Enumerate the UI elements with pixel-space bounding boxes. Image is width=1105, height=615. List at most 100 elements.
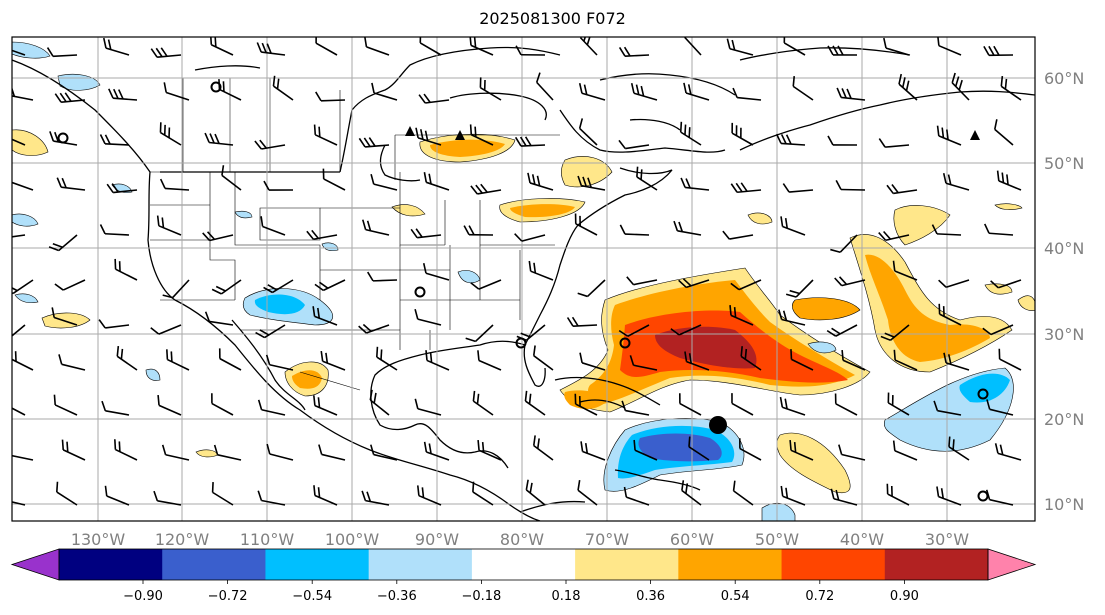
wind-barb xyxy=(369,389,390,416)
wind-barb xyxy=(993,119,1014,146)
wind-barb xyxy=(579,37,598,56)
wind-barb xyxy=(358,137,390,148)
positive-anomaly-region xyxy=(776,432,851,494)
wind-barb xyxy=(202,231,234,242)
wind-barb xyxy=(835,180,866,191)
wind-barb xyxy=(996,170,1022,191)
wind-barb xyxy=(213,444,242,461)
wind-barb xyxy=(688,436,710,461)
wind-barb xyxy=(204,132,234,146)
colorbar-bin xyxy=(59,549,163,580)
colorbar-under-triangle xyxy=(10,548,60,581)
wind-barb xyxy=(375,346,398,371)
latitude-labels: 60°N 50°N 40°N 30°N 20°N 10°N xyxy=(1044,69,1084,514)
longitude-label: 30°W xyxy=(925,530,969,549)
wind-barb xyxy=(477,350,502,371)
wind-barb xyxy=(101,400,130,416)
wind-barb xyxy=(722,230,754,240)
wind-barb xyxy=(789,439,814,461)
map-frame xyxy=(11,36,1036,522)
wind-barb xyxy=(54,279,86,291)
wind-barb xyxy=(578,83,606,101)
wind-barb xyxy=(159,178,190,191)
wind-barb xyxy=(157,395,182,416)
latitude-label: 40°N xyxy=(1044,239,1084,258)
wind-barb xyxy=(938,303,962,326)
wind-barb xyxy=(108,88,138,101)
wind-barb xyxy=(257,399,286,416)
wind-barb xyxy=(898,73,918,101)
wind-barb xyxy=(515,45,546,56)
wind-barb xyxy=(936,37,962,56)
wind-barb xyxy=(12,234,26,240)
wind-barb xyxy=(535,72,554,101)
wind-barb xyxy=(150,324,182,335)
positive-anomaly-region xyxy=(1017,295,1035,311)
wind-barb xyxy=(532,435,554,461)
wind-barb xyxy=(204,311,234,326)
wind-barb xyxy=(314,279,346,292)
wind-barb xyxy=(53,394,78,416)
wind-barb xyxy=(12,46,26,56)
longitude-label: 70°W xyxy=(585,530,629,549)
wind-barb xyxy=(619,224,650,236)
longitude-label: 90°W xyxy=(415,530,459,549)
wind-barb xyxy=(579,352,606,371)
wind-barb xyxy=(313,124,338,146)
colorbar-bin xyxy=(265,549,370,580)
wind-barb xyxy=(936,125,962,146)
wind-barb xyxy=(56,481,78,506)
wind-barb xyxy=(153,490,182,506)
wind-barb xyxy=(156,215,182,236)
colorbar-bin xyxy=(575,549,679,580)
wind-barb xyxy=(779,396,806,416)
wind-barb xyxy=(58,354,86,371)
negative-anomaly-region xyxy=(959,373,1010,403)
wind-barb xyxy=(836,87,866,101)
wind-barb xyxy=(102,37,130,56)
negative-anomaly-region xyxy=(457,270,481,284)
wind-barb xyxy=(730,279,762,291)
positive-anomaly-region xyxy=(994,203,1023,210)
colorbar-bin xyxy=(781,549,886,580)
wind-barb xyxy=(358,323,390,334)
wind-barb xyxy=(566,316,598,328)
wind-barb xyxy=(834,276,866,287)
colorbar-tick-label: 0.54 xyxy=(721,589,750,604)
wind-barb xyxy=(12,181,34,191)
wind-barb xyxy=(318,444,346,461)
wind-barb xyxy=(887,392,910,416)
wind-barb xyxy=(313,395,338,416)
wind-barb xyxy=(943,352,970,371)
wind-barb xyxy=(320,350,346,371)
colorbar-tick-label: 0.36 xyxy=(636,589,665,604)
wind-barb xyxy=(936,486,962,506)
wind-barb xyxy=(161,444,190,461)
wind-barb xyxy=(986,399,1014,416)
wind-barb xyxy=(477,439,502,461)
wind-barb xyxy=(116,345,138,371)
wind-barb xyxy=(525,479,546,506)
wind-barb xyxy=(998,348,1022,371)
positive-anomaly-region xyxy=(292,370,322,389)
wind-barb xyxy=(983,45,1014,57)
wind-barb xyxy=(516,324,546,341)
wind-barb xyxy=(892,440,918,461)
wind-barb xyxy=(463,225,494,236)
colorbar-tick-label: 0.18 xyxy=(552,589,581,604)
wind-barb xyxy=(418,93,450,104)
wind-barb xyxy=(150,47,182,59)
wind-barb xyxy=(984,223,1014,236)
wind-barb xyxy=(514,136,546,147)
wind-barb xyxy=(834,393,858,416)
wind-barb xyxy=(827,45,858,56)
latitude-label: 20°N xyxy=(1044,410,1084,429)
wind-barb xyxy=(221,165,242,191)
positive-anomaly-region xyxy=(41,312,91,329)
wind-barb xyxy=(827,135,858,146)
negative-anomaly-region xyxy=(234,210,253,219)
wind-barb xyxy=(211,482,234,506)
anomaly-fill-layer xyxy=(12,41,1035,521)
wind-barb xyxy=(12,454,34,461)
wind-barb xyxy=(880,324,910,341)
